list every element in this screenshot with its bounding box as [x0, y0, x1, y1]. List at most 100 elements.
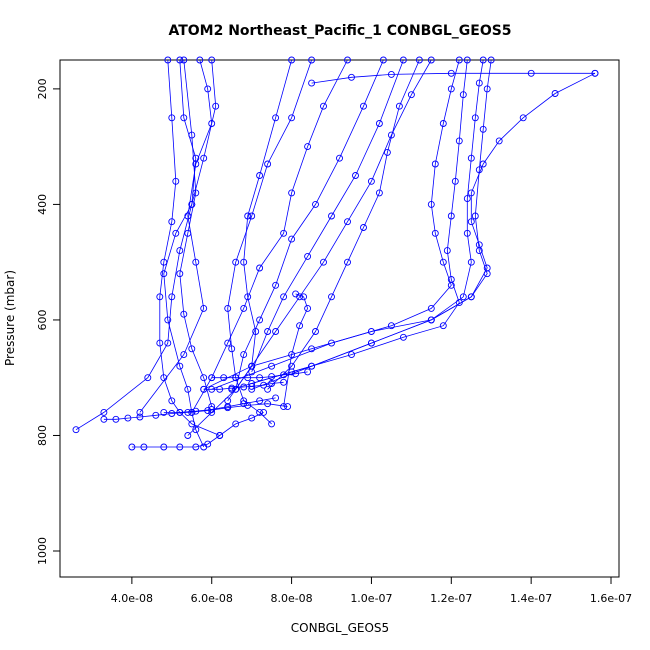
x-tick-label: 4.0e-08 [111, 592, 153, 605]
data-point [427, 200, 435, 208]
data-point [399, 56, 407, 64]
data-point [328, 212, 335, 220]
series-10 [224, 56, 435, 405]
data-point [164, 339, 172, 347]
data-point [240, 258, 248, 266]
data-point [272, 281, 280, 289]
data-point [519, 114, 527, 122]
data-point [280, 229, 288, 237]
data-point [220, 374, 228, 382]
data-point [447, 212, 455, 220]
data-point [431, 229, 439, 237]
data-point [248, 362, 256, 370]
series-line [227, 59, 312, 425]
data-point [216, 385, 224, 393]
data-point [344, 218, 351, 226]
data-point [447, 69, 455, 77]
data-point [184, 212, 192, 220]
data-point [240, 400, 248, 408]
data-point [312, 200, 319, 208]
y-tick-label: 400 [36, 194, 49, 215]
data-point [483, 264, 491, 272]
data-point [296, 322, 304, 330]
data-point [439, 258, 447, 266]
data-point [272, 328, 280, 335]
data-point [192, 160, 200, 168]
series-line [187, 59, 292, 436]
data-point [455, 137, 463, 145]
series-line [251, 72, 596, 384]
data-point [180, 114, 188, 122]
data-point [300, 293, 308, 301]
data-point [232, 258, 240, 266]
data-point [260, 381, 268, 389]
data-point [427, 56, 435, 64]
data-point [447, 276, 455, 283]
data-point [248, 212, 256, 220]
data-point [455, 56, 463, 64]
data-point [180, 56, 188, 64]
data-point [188, 200, 196, 208]
data-point [232, 374, 240, 382]
series-6 [224, 56, 316, 428]
data-point [168, 397, 176, 405]
data-point [467, 189, 475, 197]
data-point [284, 403, 292, 411]
series-line [139, 59, 213, 413]
data-point [168, 410, 176, 417]
data-point [244, 293, 252, 301]
x-axis-label: CONBGL_GEOS5 [291, 621, 389, 635]
data-point [447, 85, 455, 93]
data-point [463, 229, 471, 237]
data-point [399, 333, 407, 341]
data-point [367, 328, 375, 335]
y-tick-label: 600 [36, 309, 49, 330]
series-13 [228, 56, 471, 393]
data-point [100, 415, 108, 423]
series-line [179, 59, 213, 407]
data-point [463, 56, 471, 64]
data-point [479, 125, 487, 133]
data-point [168, 293, 176, 301]
data-point [280, 293, 288, 301]
data-point [344, 258, 351, 266]
data-point [367, 177, 375, 185]
series-3 [72, 56, 220, 434]
data-point [439, 120, 447, 127]
data-point [160, 258, 168, 266]
data-point [467, 258, 475, 266]
data-point [348, 73, 355, 81]
x-tick-label: 8.0e-08 [270, 592, 312, 605]
data-point [200, 385, 208, 393]
data-point [431, 160, 439, 168]
series-9 [248, 56, 407, 376]
data-point [224, 304, 232, 312]
data-point [443, 247, 451, 255]
data-point [288, 56, 296, 64]
data-point [427, 304, 435, 312]
series-22 [208, 368, 312, 382]
data-point [256, 374, 264, 382]
x-tick-label: 1.6e-07 [590, 592, 632, 605]
data-point [312, 328, 319, 335]
data-point [200, 154, 208, 162]
data-point [208, 120, 216, 127]
data-point [256, 397, 264, 405]
data-point [264, 400, 272, 408]
data-point [244, 401, 252, 409]
series-line [75, 59, 217, 431]
data-point [232, 420, 240, 428]
data-point [328, 293, 335, 301]
data-point [336, 154, 343, 162]
data-point [204, 85, 212, 93]
series-14 [200, 56, 487, 393]
data-point [348, 351, 355, 359]
series-8 [232, 56, 387, 393]
data-point [487, 56, 495, 64]
data-point [264, 385, 272, 393]
data-point [268, 362, 276, 370]
data-point [591, 69, 599, 77]
data-point [192, 407, 200, 415]
series-line [251, 59, 404, 373]
data-point [304, 143, 312, 151]
